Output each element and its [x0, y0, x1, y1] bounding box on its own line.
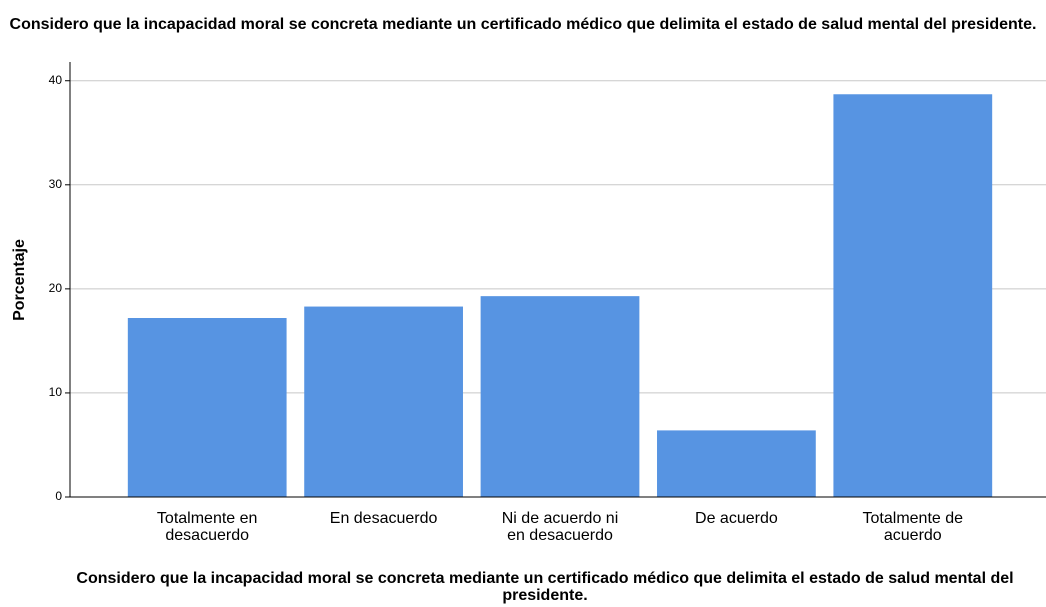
x-axis-label: Considero que la incapacidad moral se co…: [76, 570, 1014, 604]
chart-title: Considero que la incapacidad moral se co…: [9, 16, 1037, 33]
x-tick-label: De acuerdo: [695, 510, 778, 527]
x-tick-label: Ni de acuerdo ni en desacuerdo: [501, 510, 619, 544]
bar: [833, 94, 993, 497]
bar: [127, 318, 287, 497]
x-tick-label: Totalmente en desacuerdo: [156, 510, 258, 544]
y-tick-label: 30: [49, 177, 63, 191]
y-tick-label: 10: [49, 385, 63, 399]
bar: [657, 430, 816, 497]
x-tick-label: En desacuerdo: [329, 510, 438, 527]
y-tick-label: 20: [49, 281, 63, 295]
x-tick-label: Totalmente de acuerdo: [862, 510, 964, 544]
y-tick-label: 0: [55, 489, 62, 503]
y-tick-label: 40: [49, 73, 63, 87]
bar: [304, 306, 463, 497]
y-axis-label: Porcentaje: [11, 239, 28, 321]
bar: [480, 296, 640, 497]
